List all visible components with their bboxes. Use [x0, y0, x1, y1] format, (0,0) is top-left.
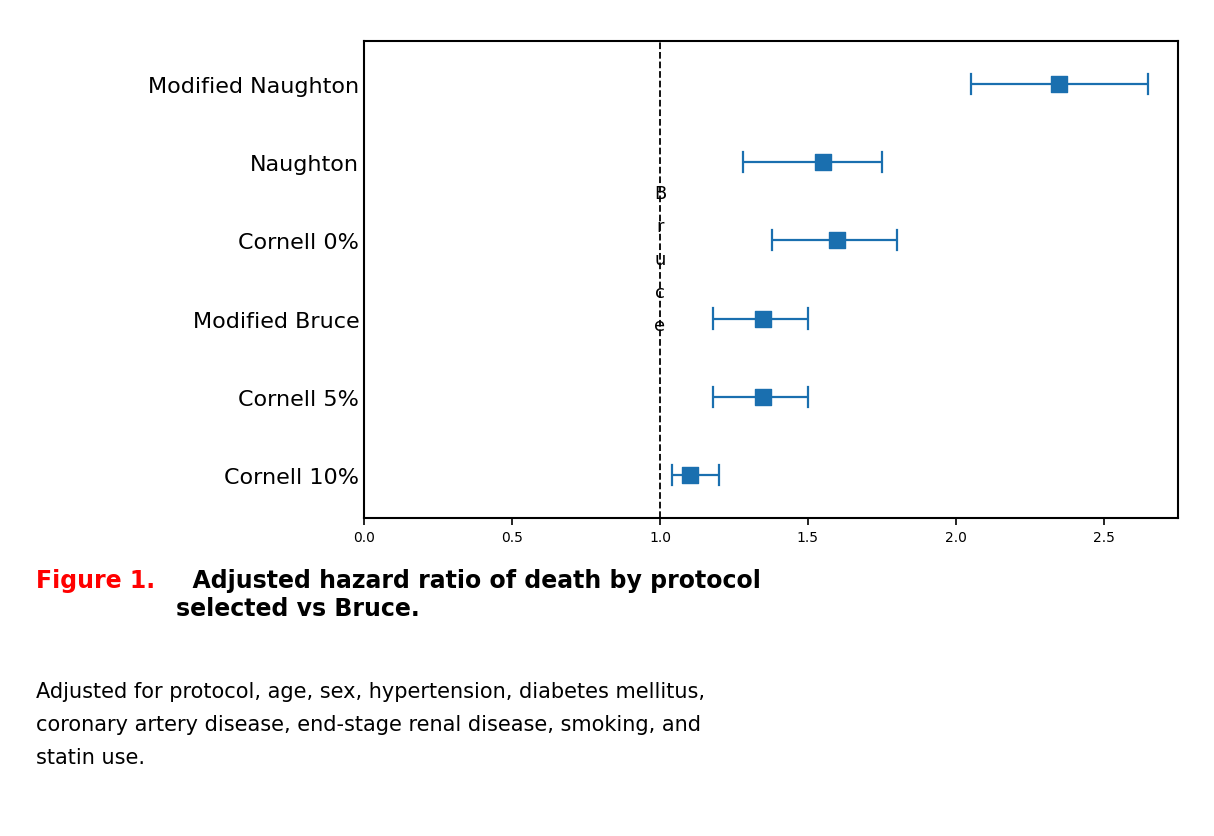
- Text: e: e: [654, 316, 665, 334]
- Point: [813, 156, 833, 170]
- Point: [1050, 78, 1070, 91]
- Point: [754, 390, 773, 404]
- Text: B: B: [654, 185, 666, 203]
- Point: [828, 234, 847, 247]
- Text: c: c: [656, 283, 665, 302]
- Text: r: r: [657, 218, 664, 236]
- Text: u: u: [654, 251, 665, 268]
- Point: [680, 469, 699, 482]
- Text: Adjusted for protocol, age, sex, hypertension, diabetes mellitus,
coronary arter: Adjusted for protocol, age, sex, hyperte…: [36, 681, 705, 767]
- Text: Figure 1.: Figure 1.: [36, 568, 155, 593]
- Text: Adjusted hazard ratio of death by protocol
selected vs Bruce.: Adjusted hazard ratio of death by protoc…: [176, 568, 761, 620]
- Point: [754, 313, 773, 326]
